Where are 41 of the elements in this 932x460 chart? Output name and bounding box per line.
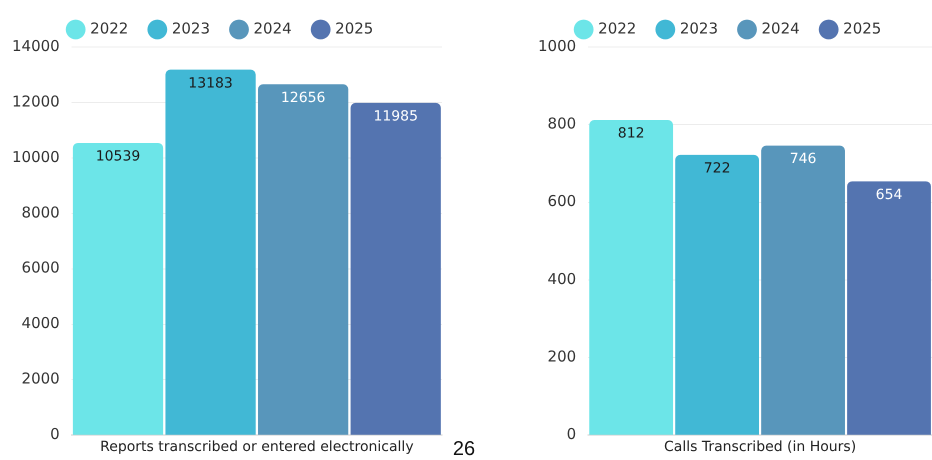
- data-label: 12656: [280, 90, 326, 106]
- y-tick-label: 12000: [12, 92, 60, 110]
- data-label: 10539: [96, 148, 140, 165]
- bar: [847, 181, 931, 435]
- y-tick-label: 8000: [22, 203, 60, 222]
- data-label: 746: [790, 151, 817, 168]
- y-tick-label: 14000: [12, 36, 60, 55]
- y-tick-label: 1000: [538, 36, 576, 55]
- x-tick-label: Calls Transcribed (in Hours): [664, 439, 856, 456]
- y-tick-label: 10000: [12, 148, 60, 166]
- data-label: 654: [876, 186, 902, 203]
- legend-label: 2022: [598, 19, 636, 38]
- data-label: 722: [704, 160, 730, 177]
- y-tick-label: 200: [548, 347, 576, 366]
- legend-label: 2024: [254, 19, 292, 38]
- legend-label: 2025: [843, 19, 882, 38]
- data-label: 812: [618, 126, 645, 142]
- bar: [72, 142, 164, 435]
- legend-label: 2023: [680, 19, 718, 38]
- y-tick-label: 0: [566, 425, 576, 444]
- bar: [761, 146, 845, 435]
- y-tick-label: 600: [548, 192, 576, 210]
- text: 26: [452, 438, 476, 460]
- y-tick-label: 2000: [22, 370, 60, 388]
- bar: [165, 70, 256, 435]
- x-tick-label: Reports transcribed or entered electronically: [100, 439, 414, 456]
- data-label: 13183: [188, 75, 233, 92]
- legend-label: 2024: [762, 19, 800, 38]
- data-label: 11985: [373, 108, 418, 125]
- legend-label: 2022: [90, 19, 128, 38]
- y-tick-label: 6000: [22, 258, 60, 277]
- bar: [675, 154, 760, 435]
- bar: [589, 120, 674, 435]
- legend-label: 2023: [172, 19, 210, 38]
- y-tick-label: 400: [548, 270, 576, 288]
- bar: [258, 84, 348, 435]
- y-tick-label: 0: [50, 425, 60, 444]
- legend-label: 2025: [335, 19, 374, 38]
- y-tick-label: 4000: [22, 314, 60, 332]
- bar: [350, 102, 441, 435]
- y-tick-label: 800: [548, 114, 576, 133]
